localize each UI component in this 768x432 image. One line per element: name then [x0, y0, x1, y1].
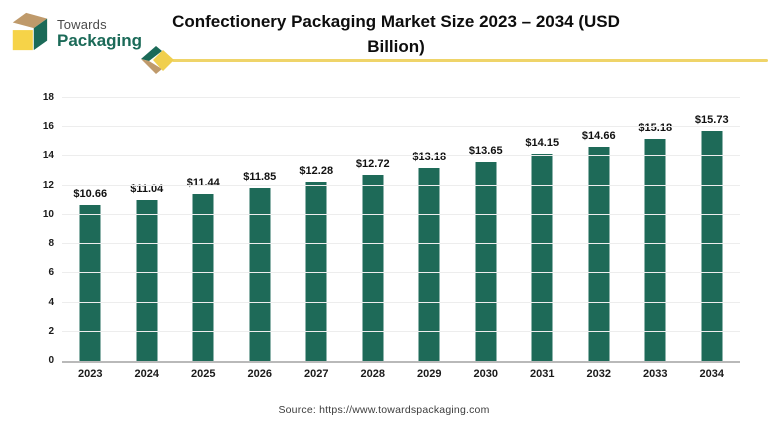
bar-value-label: $12.72	[355, 158, 390, 171]
diamond-cube-icon	[141, 46, 174, 74]
cube-logo-icon	[12, 12, 48, 51]
y-tick-label: 2	[48, 325, 54, 337]
bar-value-label: $15.18	[638, 122, 673, 135]
bar-slot: $13.18	[401, 98, 458, 361]
x-tick-label: 2033	[643, 368, 668, 380]
gridline	[62, 330, 740, 332]
y-tick-label: 6	[48, 267, 54, 279]
x-tick-label: 2028	[360, 368, 385, 380]
bar-value-label: $11.85	[243, 170, 277, 183]
brand-name-towards: Towards	[57, 16, 107, 32]
y-tick-label: 12	[42, 179, 54, 191]
x-tick-label: 2031	[530, 368, 555, 380]
y-tick-label: 4	[48, 296, 54, 308]
bar-slot: $11.44	[175, 98, 232, 361]
bar-slot: $12.28	[288, 98, 345, 361]
y-tick-label: 10	[42, 208, 54, 220]
bar-value-label: $13.18	[412, 151, 447, 164]
bar-value-label: $14.15	[525, 137, 560, 150]
y-axis: 0 2 4 6 8 10 12 14 16 18	[26, 92, 54, 366]
plot-area: $10.66 $11.04 $11.44 $11.85 $12.28 $12.72 $13.…	[62, 97, 740, 380]
chart-title: Confectionery Packaging Market Size 2023…	[172, 12, 620, 56]
gridline	[62, 301, 740, 303]
y-tick-label: 8	[48, 238, 54, 250]
bar-slot: $15.18	[627, 98, 684, 361]
bar-slot: $14.66	[571, 98, 628, 361]
bar-2030	[475, 161, 497, 361]
bar-slot: $11.85	[232, 98, 289, 361]
bar-value-label: $15.73	[694, 114, 729, 127]
y-tick-label: 18	[42, 92, 54, 103]
bar-value-label: $13.65	[468, 144, 503, 157]
bar-slot: $12.72	[345, 98, 402, 361]
bar-value-label: $11.04	[130, 182, 164, 195]
x-tick-label: 2030	[473, 368, 498, 380]
y-tick-label: 14	[42, 150, 54, 162]
y-tick-label: 0	[48, 355, 54, 366]
brand-name: Towards Packaging	[57, 14, 142, 51]
bar-2026	[249, 187, 271, 361]
x-tick-label: 2034	[699, 368, 724, 380]
x-tick-label: 2023	[78, 368, 103, 380]
x-tick-label: 2029	[417, 368, 442, 380]
brand-logo: Towards Packaging	[8, 10, 142, 54]
bar-2023	[79, 205, 101, 361]
bar-value-label: $12.28	[299, 164, 334, 177]
bar-2034	[701, 131, 723, 361]
gridline	[62, 184, 740, 186]
x-tick-label: 2025	[191, 368, 216, 380]
source-text: Source: https://www.towardspackaging.com	[278, 404, 490, 416]
bar-2033	[644, 139, 666, 361]
bar-2025	[192, 193, 214, 361]
bar-slot: $15.73	[684, 98, 741, 361]
bar-slot: $10.66	[62, 98, 119, 361]
bar-2031	[531, 154, 553, 361]
accent-divider-line	[172, 59, 768, 62]
gridline	[62, 97, 740, 98]
gridline	[62, 126, 740, 128]
bar-2029	[418, 168, 440, 361]
bar-slot: $14.15	[514, 98, 571, 361]
bar-slot: $13.65	[458, 98, 515, 361]
bar-value-label: $10.66	[73, 188, 108, 201]
bar-value-label: $14.66	[581, 129, 616, 142]
x-axis: 2023 2024 2025 2026 2027 2028 2029 2030 2031 2032…	[62, 368, 740, 380]
brand-name-packaging: Packaging	[57, 30, 143, 50]
gridline	[62, 213, 740, 215]
gridline	[62, 155, 740, 157]
bar-2027	[305, 181, 327, 361]
bar-slot: $11.04	[119, 98, 176, 361]
gridline	[62, 243, 740, 245]
bar-2032	[588, 146, 610, 361]
bar-value-label: $11.44	[186, 176, 220, 189]
bars-container: $10.66 $11.04 $11.44 $11.85 $12.28 $12.72 $13.…	[62, 98, 740, 361]
x-tick-label: 2024	[134, 368, 159, 380]
y-tick-label: 16	[42, 121, 54, 133]
x-tick-label: 2032	[586, 368, 611, 380]
bar-2028	[362, 175, 384, 361]
bar-2024	[136, 199, 158, 361]
gridline	[62, 272, 740, 274]
x-tick-label: 2027	[304, 368, 329, 380]
x-tick-label: 2026	[247, 368, 272, 380]
